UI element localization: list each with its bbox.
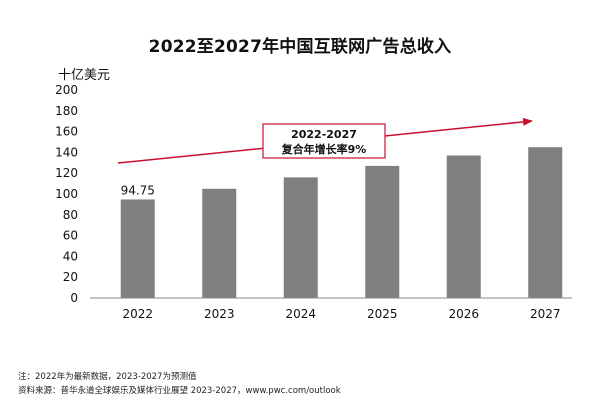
- y-tick-label: 60: [63, 229, 78, 243]
- y-tick-label: 100: [55, 187, 78, 201]
- x-tick-label: 2026: [448, 307, 479, 321]
- bar-2023: [202, 188, 237, 298]
- x-tick-label: 2023: [204, 307, 235, 321]
- bar-2027: [528, 147, 563, 298]
- y-tick-label: 120: [55, 166, 78, 180]
- y-axis-unit-label: 十亿美元: [58, 68, 111, 83]
- footnote-source: 资料来源：普华永道全球娱乐及媒体行业展望 2023-2027，www.pwc.c…: [18, 386, 341, 396]
- x-tick-label: 2025: [367, 307, 398, 321]
- y-tick-label: 40: [63, 249, 78, 263]
- chart-title: 2022至2027年中国互联网广告总收入: [148, 37, 452, 57]
- y-tick-label: 140: [55, 145, 78, 159]
- data-label: 94.75: [121, 183, 155, 197]
- y-tick-label: 160: [55, 125, 78, 139]
- cagr-rate-label: 复合年增长率9%: [281, 142, 367, 156]
- footnote-note: 注：2022年为最新数据，2023-2027为预测值: [18, 372, 197, 382]
- x-tick-label: 2027: [530, 307, 561, 321]
- cagr-period-label: 2022-2027: [291, 128, 357, 141]
- y-tick-label: 0: [70, 291, 78, 305]
- bar-2024: [283, 177, 318, 298]
- bar-2022: [120, 199, 155, 298]
- bar-2026: [446, 155, 481, 298]
- y-tick-label: 20: [63, 270, 78, 284]
- y-tick-label: 200: [55, 83, 78, 97]
- x-tick-label: 2024: [285, 307, 316, 321]
- bar-2025: [365, 165, 400, 298]
- x-tick-label: 2022: [122, 307, 153, 321]
- y-tick-label: 180: [55, 104, 78, 118]
- cagr-annotation-box: [262, 123, 386, 159]
- y-tick-label: 80: [63, 208, 78, 222]
